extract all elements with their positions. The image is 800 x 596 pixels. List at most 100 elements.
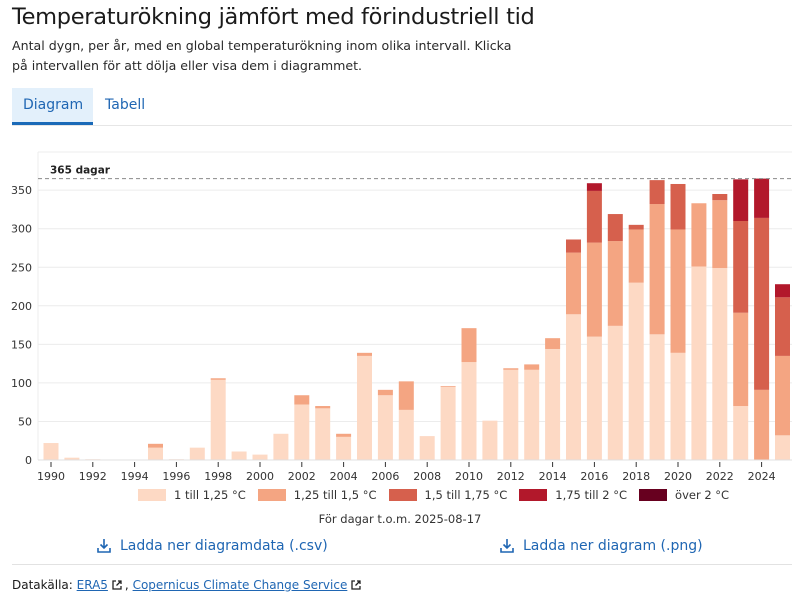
legend-item-1.75-2[interactable]: 1,75 till 2 °C <box>519 488 627 502</box>
legend-label: 1 till 1,25 °C <box>174 488 246 502</box>
tab-tabell[interactable]: Tabell <box>105 97 146 113</box>
bar-segment-1990-s0[interactable] <box>43 443 59 460</box>
reference-line-group: 365 dagar <box>38 165 792 180</box>
x-tick-label: 2002 <box>288 470 316 483</box>
bar-segment-2010-s1[interactable] <box>461 328 477 363</box>
bar-segment-2002-s0[interactable] <box>294 404 310 460</box>
bar-segment-2023-s2[interactable] <box>733 220 749 313</box>
bar-segment-2005-s0[interactable] <box>357 355 372 460</box>
x-tick-label: 2020 <box>664 470 692 483</box>
source-link-copernicus[interactable]: Copernicus Climate Change Service <box>132 578 348 592</box>
x-tick-label: 2016 <box>580 470 608 483</box>
bar-segment-1991-s0[interactable] <box>64 457 80 460</box>
x-tick-label: 1998 <box>204 470 232 483</box>
bar-segment-2016-s1[interactable] <box>586 242 602 337</box>
y-tick-label: 50 <box>18 415 32 428</box>
bar-segment-2025-s3[interactable] <box>775 284 790 298</box>
bar-segment-2003-s0[interactable] <box>315 408 331 460</box>
bar-segment-2025-s2[interactable] <box>775 297 790 356</box>
legend-item-1-1.25[interactable]: 1 till 1,25 °C <box>138 488 246 502</box>
bar-segment-2021-s0[interactable] <box>691 266 707 460</box>
x-tick-label: 1992 <box>79 470 107 483</box>
bar-segment-1998-s1[interactable] <box>210 378 226 380</box>
bar-segment-2020-s2[interactable] <box>670 183 686 230</box>
bar-segment-2022-s1[interactable] <box>712 200 728 269</box>
bar-segment-1995-s0[interactable] <box>148 447 163 460</box>
legend-label: över 2 °C <box>675 488 730 502</box>
bar-segment-2004-s0[interactable] <box>336 436 352 460</box>
bar-segment-2006-s0[interactable] <box>377 395 393 460</box>
bar-segment-2015-s2[interactable] <box>566 239 581 253</box>
bar-segment-2023-s0[interactable] <box>733 406 749 460</box>
bar-segment-2006-s1[interactable] <box>377 389 393 396</box>
bar-segment-2019-s0[interactable] <box>649 334 665 460</box>
bar-segment-2016-s3[interactable] <box>586 183 602 191</box>
bar-segment-2010-s0[interactable] <box>461 362 477 460</box>
bar-segment-2013-s0[interactable] <box>524 369 540 460</box>
bar-segment-2024-s1[interactable] <box>754 389 770 460</box>
legend-item-1.5-1.75[interactable]: 1,5 till 1,75 °C <box>388 488 507 502</box>
bar-segment-1997-s0[interactable] <box>189 447 205 460</box>
bar-segment-2005-s1[interactable] <box>357 352 372 356</box>
bar-segment-2009-s0[interactable] <box>440 386 456 460</box>
x-tick-label: 2004 <box>330 470 358 483</box>
bar-segment-2007-s0[interactable] <box>398 409 414 460</box>
bar-segment-2017-s0[interactable] <box>607 325 623 460</box>
bar-segment-2023-s1[interactable] <box>733 312 749 407</box>
download-csv-button[interactable]: Ladda ner diagramdata (.csv) <box>96 538 328 554</box>
bar-segment-2014-s1[interactable] <box>545 338 561 349</box>
bar-segment-2004-s1[interactable] <box>336 433 352 437</box>
bar-segment-2012-s1[interactable] <box>503 368 519 370</box>
bar-segment-2019-s2[interactable] <box>649 180 665 205</box>
bar-segment-2008-s0[interactable] <box>419 436 435 460</box>
x-tick-label: 2008 <box>413 470 441 483</box>
download-png-button[interactable]: Ladda ner diagram (.png) <box>499 538 703 554</box>
bar-segment-2018-s0[interactable] <box>628 282 644 460</box>
bar-segment-2021-s1[interactable] <box>691 203 707 267</box>
bar-segment-2018-s2[interactable] <box>628 224 644 230</box>
download-icon <box>97 539 111 553</box>
legend-swatch <box>257 489 286 501</box>
y-tick-label: 100 <box>11 377 32 390</box>
bar-segment-2018-s1[interactable] <box>628 229 644 283</box>
bar-segment-2012-s0[interactable] <box>503 369 519 460</box>
legend-item-1.25-1.5[interactable]: 1,25 till 1,5 °C <box>257 488 377 502</box>
legend-swatch <box>519 489 548 501</box>
bar-segment-2000-s0[interactable] <box>252 454 268 460</box>
bar-segment-1995-s1[interactable] <box>148 443 163 448</box>
bar-segment-2015-s0[interactable] <box>566 314 581 460</box>
bar-segment-2025-s1[interactable] <box>775 355 790 436</box>
bar-segment-2025-s0[interactable] <box>775 435 790 460</box>
bar-segment-1998-s0[interactable] <box>210 379 226 460</box>
bar-segment-2020-s1[interactable] <box>670 229 686 353</box>
bar-segment-2016-s2[interactable] <box>586 190 602 243</box>
bar-segment-2017-s2[interactable] <box>607 214 623 242</box>
source-prefix: Datakälla: <box>12 578 73 592</box>
bar-segment-2014-s0[interactable] <box>545 348 561 460</box>
bar-segment-2013-s1[interactable] <box>524 364 540 370</box>
bar-segment-2011-s0[interactable] <box>482 420 498 460</box>
x-tick-label: 2022 <box>706 470 734 483</box>
bar-segment-2022-s2[interactable] <box>712 194 728 201</box>
bar-segment-2020-s0[interactable] <box>670 352 686 460</box>
y-tick-label: 300 <box>11 223 32 236</box>
legend-item-over-2[interactable]: över 2 °C <box>639 488 729 502</box>
bar-segment-2001-s0[interactable] <box>273 433 289 460</box>
legend-swatch <box>138 489 166 501</box>
bar-segment-2024-s3[interactable] <box>754 178 770 218</box>
bar-segment-2019-s1[interactable] <box>649 204 665 335</box>
bar-segment-2023-s3[interactable] <box>733 179 749 221</box>
bar-segment-2015-s1[interactable] <box>566 252 581 315</box>
source-link-era5[interactable]: ERA5 <box>76 578 108 592</box>
bar-segment-1999-s0[interactable] <box>231 451 247 460</box>
bar-segment-2016-s0[interactable] <box>586 336 602 460</box>
bar-segment-2007-s1[interactable] <box>398 381 414 410</box>
tab-diagram[interactable]: Diagram <box>12 88 93 125</box>
bar-segment-2024-s2[interactable] <box>754 217 770 390</box>
bar-segment-2002-s1[interactable] <box>294 395 310 405</box>
bar-segment-2003-s1[interactable] <box>315 406 331 409</box>
bar-segment-2009-s1[interactable] <box>440 385 456 387</box>
y-tick-label: 200 <box>11 300 32 313</box>
bar-segment-2022-s0[interactable] <box>712 268 728 460</box>
bar-segment-2017-s1[interactable] <box>607 241 623 326</box>
